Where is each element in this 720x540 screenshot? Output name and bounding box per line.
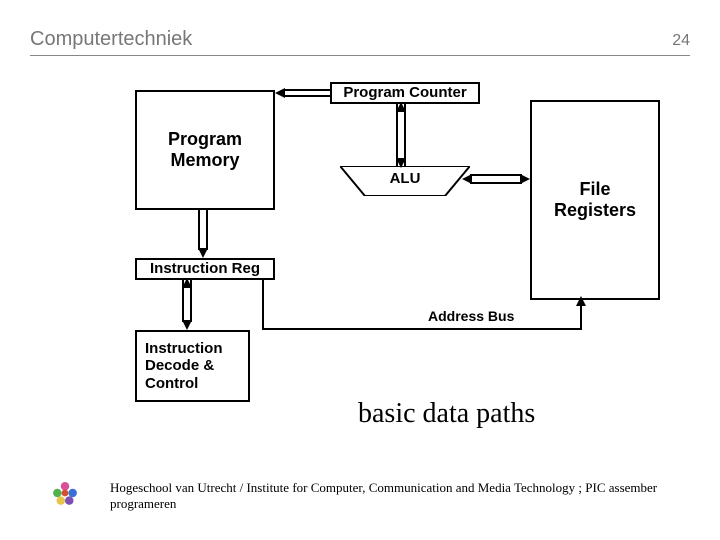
edge-addrbus-h (262, 328, 582, 330)
edge-alu-fr-head-l (462, 174, 472, 184)
hu-logo-icon (48, 476, 82, 510)
edge-addrbus-v1 (262, 280, 264, 330)
edge-alu-fr-head-r (520, 174, 530, 184)
architecture-diagram: Program Memory Program Counter File Regi… (40, 70, 680, 450)
node-instruction-reg: Instruction Reg (135, 258, 275, 280)
edge-pc-alu-a (396, 104, 398, 166)
edge-alu-fr-a (470, 174, 522, 176)
slide-footer: Hogeschool van Utrecht / Institute for C… (110, 480, 680, 512)
edge-pc-to-pm-b (284, 95, 330, 97)
edge-pm-ir-a (198, 210, 200, 250)
edge-pc-alu-head-down (396, 158, 406, 168)
slide-header: Computertechniek 24 (30, 28, 690, 56)
edge-pm-ir-head (198, 248, 208, 258)
edge-pc-alu-b (404, 104, 406, 166)
node-file-registers: File Registers (530, 100, 660, 300)
edge-pc-to-pm-head (275, 88, 285, 98)
node-program-counter: Program Counter (330, 82, 480, 104)
edge-pm-ir-b (206, 210, 208, 250)
diagram-caption: basic data paths (358, 398, 535, 430)
node-program-memory: Program Memory (135, 90, 275, 210)
header-page-number: 24 (672, 32, 690, 50)
header-title: Computertechniek (30, 28, 192, 51)
edge-alu-fr-b (470, 182, 522, 184)
edge-ir-dc-head-u (182, 278, 192, 288)
edge-pc-alu-head-up (396, 102, 406, 112)
label-address-bus: Address Bus (428, 308, 514, 324)
node-decode-control: Instruction Decode & Control (135, 330, 250, 402)
slide: Computertechniek 24 Program Memory Progr… (0, 0, 720, 540)
edge-addrbus-head (576, 296, 586, 306)
edge-pc-to-pm-a (284, 89, 330, 91)
node-alu-label: ALU (340, 170, 470, 187)
edge-ir-dc-head-d (182, 320, 192, 330)
